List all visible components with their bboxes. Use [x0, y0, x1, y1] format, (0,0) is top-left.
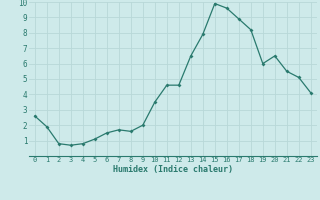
- X-axis label: Humidex (Indice chaleur): Humidex (Indice chaleur): [113, 165, 233, 174]
